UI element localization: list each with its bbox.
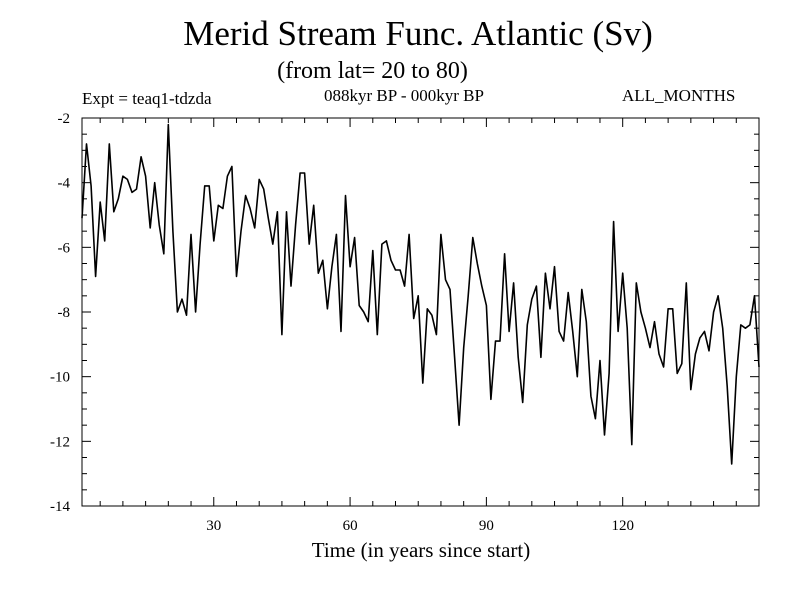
y-tick-label: -10 xyxy=(50,370,70,386)
x-axis-label: Time (in years since start) xyxy=(311,538,531,562)
plot-frame xyxy=(81,117,760,507)
x-tick-label: 60 xyxy=(343,518,358,534)
months-label: ALL_MONTHS xyxy=(622,86,736,105)
y-tick-label: -2 xyxy=(58,111,71,127)
period-label: 088kyr BP - 000kyr BP xyxy=(324,86,484,105)
y-tick-label: -14 xyxy=(50,499,70,515)
axis-tick-labels: -14 -12 -10 -8 -6 -4 -2 30 60 90 120 xyxy=(50,111,634,534)
y-tick-label: -12 xyxy=(50,434,70,450)
axis-ticks xyxy=(82,117,760,507)
y-tick-label: -8 xyxy=(58,305,71,321)
y-tick-label: -4 xyxy=(58,176,71,192)
chart-subtitle: (from lat= 20 to 80) xyxy=(277,58,468,84)
series-line xyxy=(81,123,760,465)
x-tick-label: 30 xyxy=(206,518,221,534)
experiment-label: Expt = teaq1-tdzda xyxy=(82,89,212,108)
x-tick-label: 90 xyxy=(479,518,494,534)
chart-title: Merid Stream Func. Atlantic (Sv) xyxy=(183,14,653,53)
y-tick-label: -6 xyxy=(58,240,71,256)
x-tick-label: 120 xyxy=(611,518,634,534)
